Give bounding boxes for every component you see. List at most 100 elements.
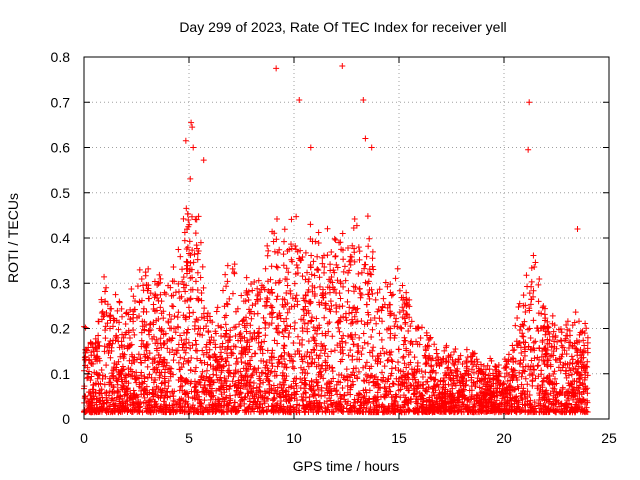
data-point <box>369 353 376 360</box>
data-point <box>129 372 136 379</box>
data-point <box>287 384 294 391</box>
data-point <box>141 394 148 401</box>
data-point <box>464 354 471 361</box>
data-point <box>440 391 447 398</box>
data-point <box>298 316 305 323</box>
data-point <box>380 409 387 416</box>
data-point <box>257 296 264 303</box>
data-point <box>187 175 194 182</box>
data-point <box>110 383 117 390</box>
outlier-point <box>190 144 197 151</box>
data-point <box>186 408 193 415</box>
data-point <box>149 386 156 393</box>
data-point <box>255 339 262 346</box>
data-point <box>292 295 299 302</box>
data-point <box>317 347 324 354</box>
data-point <box>310 324 317 331</box>
data-point <box>511 346 518 353</box>
data-point <box>221 333 228 340</box>
data-point <box>200 388 207 395</box>
data-point <box>411 390 418 397</box>
data-point <box>351 258 358 265</box>
data-point <box>164 394 171 401</box>
data-point <box>366 395 373 402</box>
data-point <box>454 368 461 375</box>
data-point <box>280 303 287 310</box>
data-point <box>294 264 301 271</box>
data-point <box>171 351 178 358</box>
data-point <box>539 338 546 345</box>
data-point <box>180 312 187 319</box>
data-point <box>268 368 275 375</box>
data-point <box>324 225 331 232</box>
data-point <box>342 339 349 346</box>
data-point <box>284 282 291 289</box>
data-point <box>292 351 299 358</box>
data-point <box>263 298 270 305</box>
data-point <box>280 333 287 340</box>
data-point <box>157 291 164 298</box>
data-point <box>364 280 371 287</box>
data-point <box>132 406 139 413</box>
data-point <box>223 358 230 365</box>
data-point <box>231 261 238 268</box>
data-point <box>356 248 363 255</box>
data-point <box>313 352 320 359</box>
data-point <box>281 238 288 245</box>
data-point <box>305 338 312 345</box>
data-point <box>538 367 545 374</box>
data-point <box>276 381 283 388</box>
data-point <box>126 342 133 349</box>
data-point <box>442 401 449 408</box>
data-point <box>82 324 89 331</box>
data-point <box>141 351 148 358</box>
data-point <box>372 296 379 303</box>
data-point <box>554 338 561 345</box>
data-point <box>221 409 228 416</box>
data-point <box>257 377 264 384</box>
data-point <box>298 353 305 360</box>
data-point <box>288 394 295 401</box>
data-point <box>206 346 213 353</box>
data-point <box>88 352 95 359</box>
data-point <box>243 343 250 350</box>
data-point <box>130 293 137 300</box>
data-point <box>247 330 254 337</box>
data-point <box>353 318 360 325</box>
data-point <box>414 405 421 412</box>
data-point <box>385 375 392 382</box>
data-point <box>184 226 191 233</box>
data-point <box>572 309 579 316</box>
data-point <box>482 402 489 409</box>
data-point <box>119 313 126 320</box>
data-point <box>380 295 387 302</box>
data-point <box>334 264 341 271</box>
data-point <box>155 407 162 414</box>
data-point <box>96 397 103 404</box>
data-point <box>294 248 301 255</box>
data-point <box>174 314 181 321</box>
data-point <box>331 347 338 354</box>
data-point <box>90 344 97 351</box>
data-point <box>178 337 185 344</box>
data-point <box>135 375 142 382</box>
points-layer <box>81 63 591 416</box>
data-point <box>562 360 569 367</box>
data-point <box>192 337 199 344</box>
data-point <box>525 343 532 350</box>
data-point <box>309 391 316 398</box>
data-point <box>342 314 349 321</box>
data-point <box>358 394 365 401</box>
outlier-point <box>362 135 369 142</box>
data-point <box>346 258 353 265</box>
data-point <box>304 269 311 276</box>
data-point <box>193 316 200 323</box>
data-point <box>119 343 126 350</box>
data-point <box>395 387 402 394</box>
data-point <box>223 312 230 319</box>
data-point <box>109 340 116 347</box>
data-point <box>432 387 439 394</box>
data-point <box>218 333 225 340</box>
data-point <box>166 336 173 343</box>
data-point <box>247 363 254 370</box>
